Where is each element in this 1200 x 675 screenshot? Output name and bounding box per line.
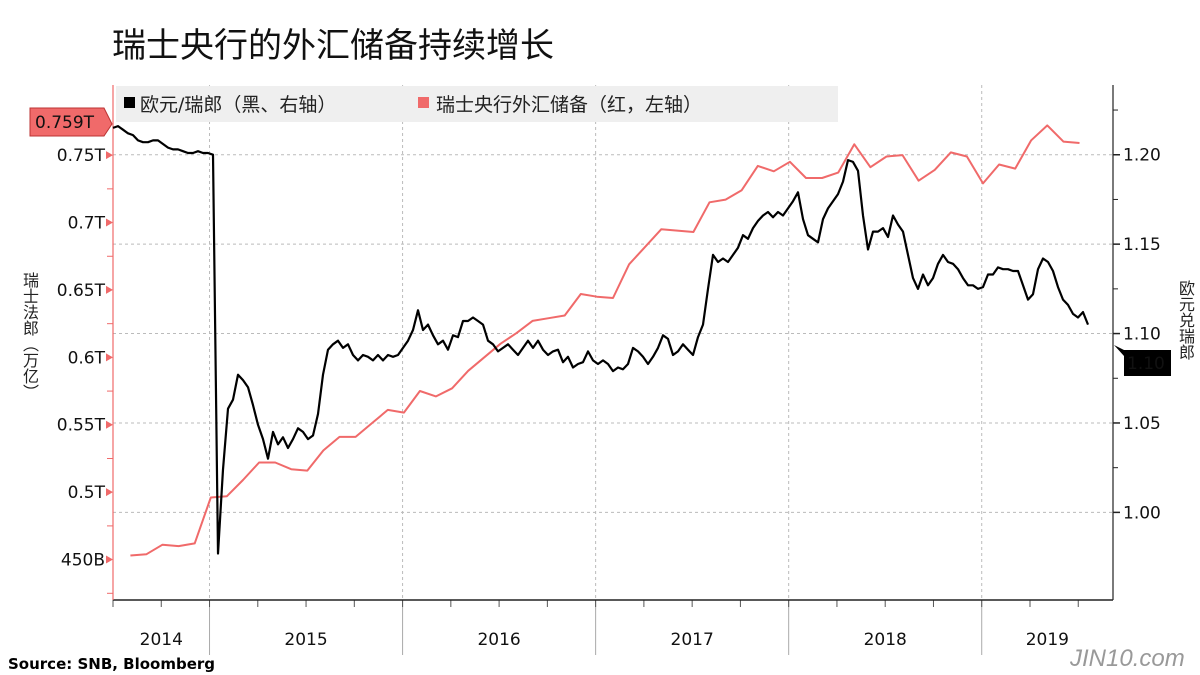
legend-label-reserves: 瑞士央行外汇储备（红，左轴） [436,94,702,116]
left-tick-label: 0.5T [68,483,106,503]
left-tick-label: 0.7T [68,214,106,234]
grid [113,85,1113,600]
left-tick-mark [106,285,113,294]
source-note: Source: SNB, Bloomberg [8,655,215,673]
left-tick-mark [106,218,113,227]
legend-background [116,86,838,122]
right-axis-label: 欧元兑瑞郎 [1176,280,1195,360]
right-tick-label: 1.00 [1123,503,1161,523]
series-line-reserves [130,124,1080,557]
last-value-left-text: 0.759T [35,113,95,133]
chart-title: 瑞士央行的外汇储备持续增长 [112,26,554,66]
right-tick-label: 1.05 [1123,414,1161,434]
left-tick-label: 450B [61,551,105,571]
left-tick-label: 0.65T [57,281,106,301]
last-value-right: 1.10 [1114,345,1171,376]
series-line-eurchf [112,125,1090,555]
x-tick-label: 2019 [1026,630,1069,650]
x-tick-label: 2015 [284,630,327,650]
axes: 2014 2015 2016 2017 2018 2019 450B 0.5T 0.55T 0.6… [57,85,1161,655]
right-tick-label: 1.15 [1123,235,1161,255]
legend: 欧元/瑞郎（黑、右轴） 瑞士央行外汇储备（红，左轴） [116,86,838,122]
plot-lines [112,124,1090,557]
left-tick-mark [106,488,113,497]
legend-swatch-reserves [418,97,429,108]
legend-label-fx: 欧元/瑞郎（黑、右轴） [140,94,336,116]
left-axis-label: 瑞士法郎（万亿） [20,272,39,400]
left-tick-label: 0.55T [57,416,106,436]
left-tick-mark [106,555,113,564]
left-tick-mark [106,353,113,362]
legend-swatch-fx [124,97,135,108]
left-tick-label: 0.75T [57,146,106,166]
left-tick-label: 0.6T [68,348,106,368]
watermark-logo: JIN10.com [1069,645,1185,672]
left-tick-mark [106,151,113,160]
x-tick-label: 2016 [477,630,520,650]
right-tick-label: 1.10 [1123,325,1161,345]
left-tick-mark [106,420,113,429]
x-tick-label: 2017 [671,630,714,650]
last-value-left: 0.759T [29,107,113,137]
right-tick-label: 1.20 [1123,146,1161,166]
last-value-right-text: 1.10 [1127,354,1165,374]
x-tick-label: 2014 [140,630,183,650]
x-tick-label: 2018 [864,630,907,650]
